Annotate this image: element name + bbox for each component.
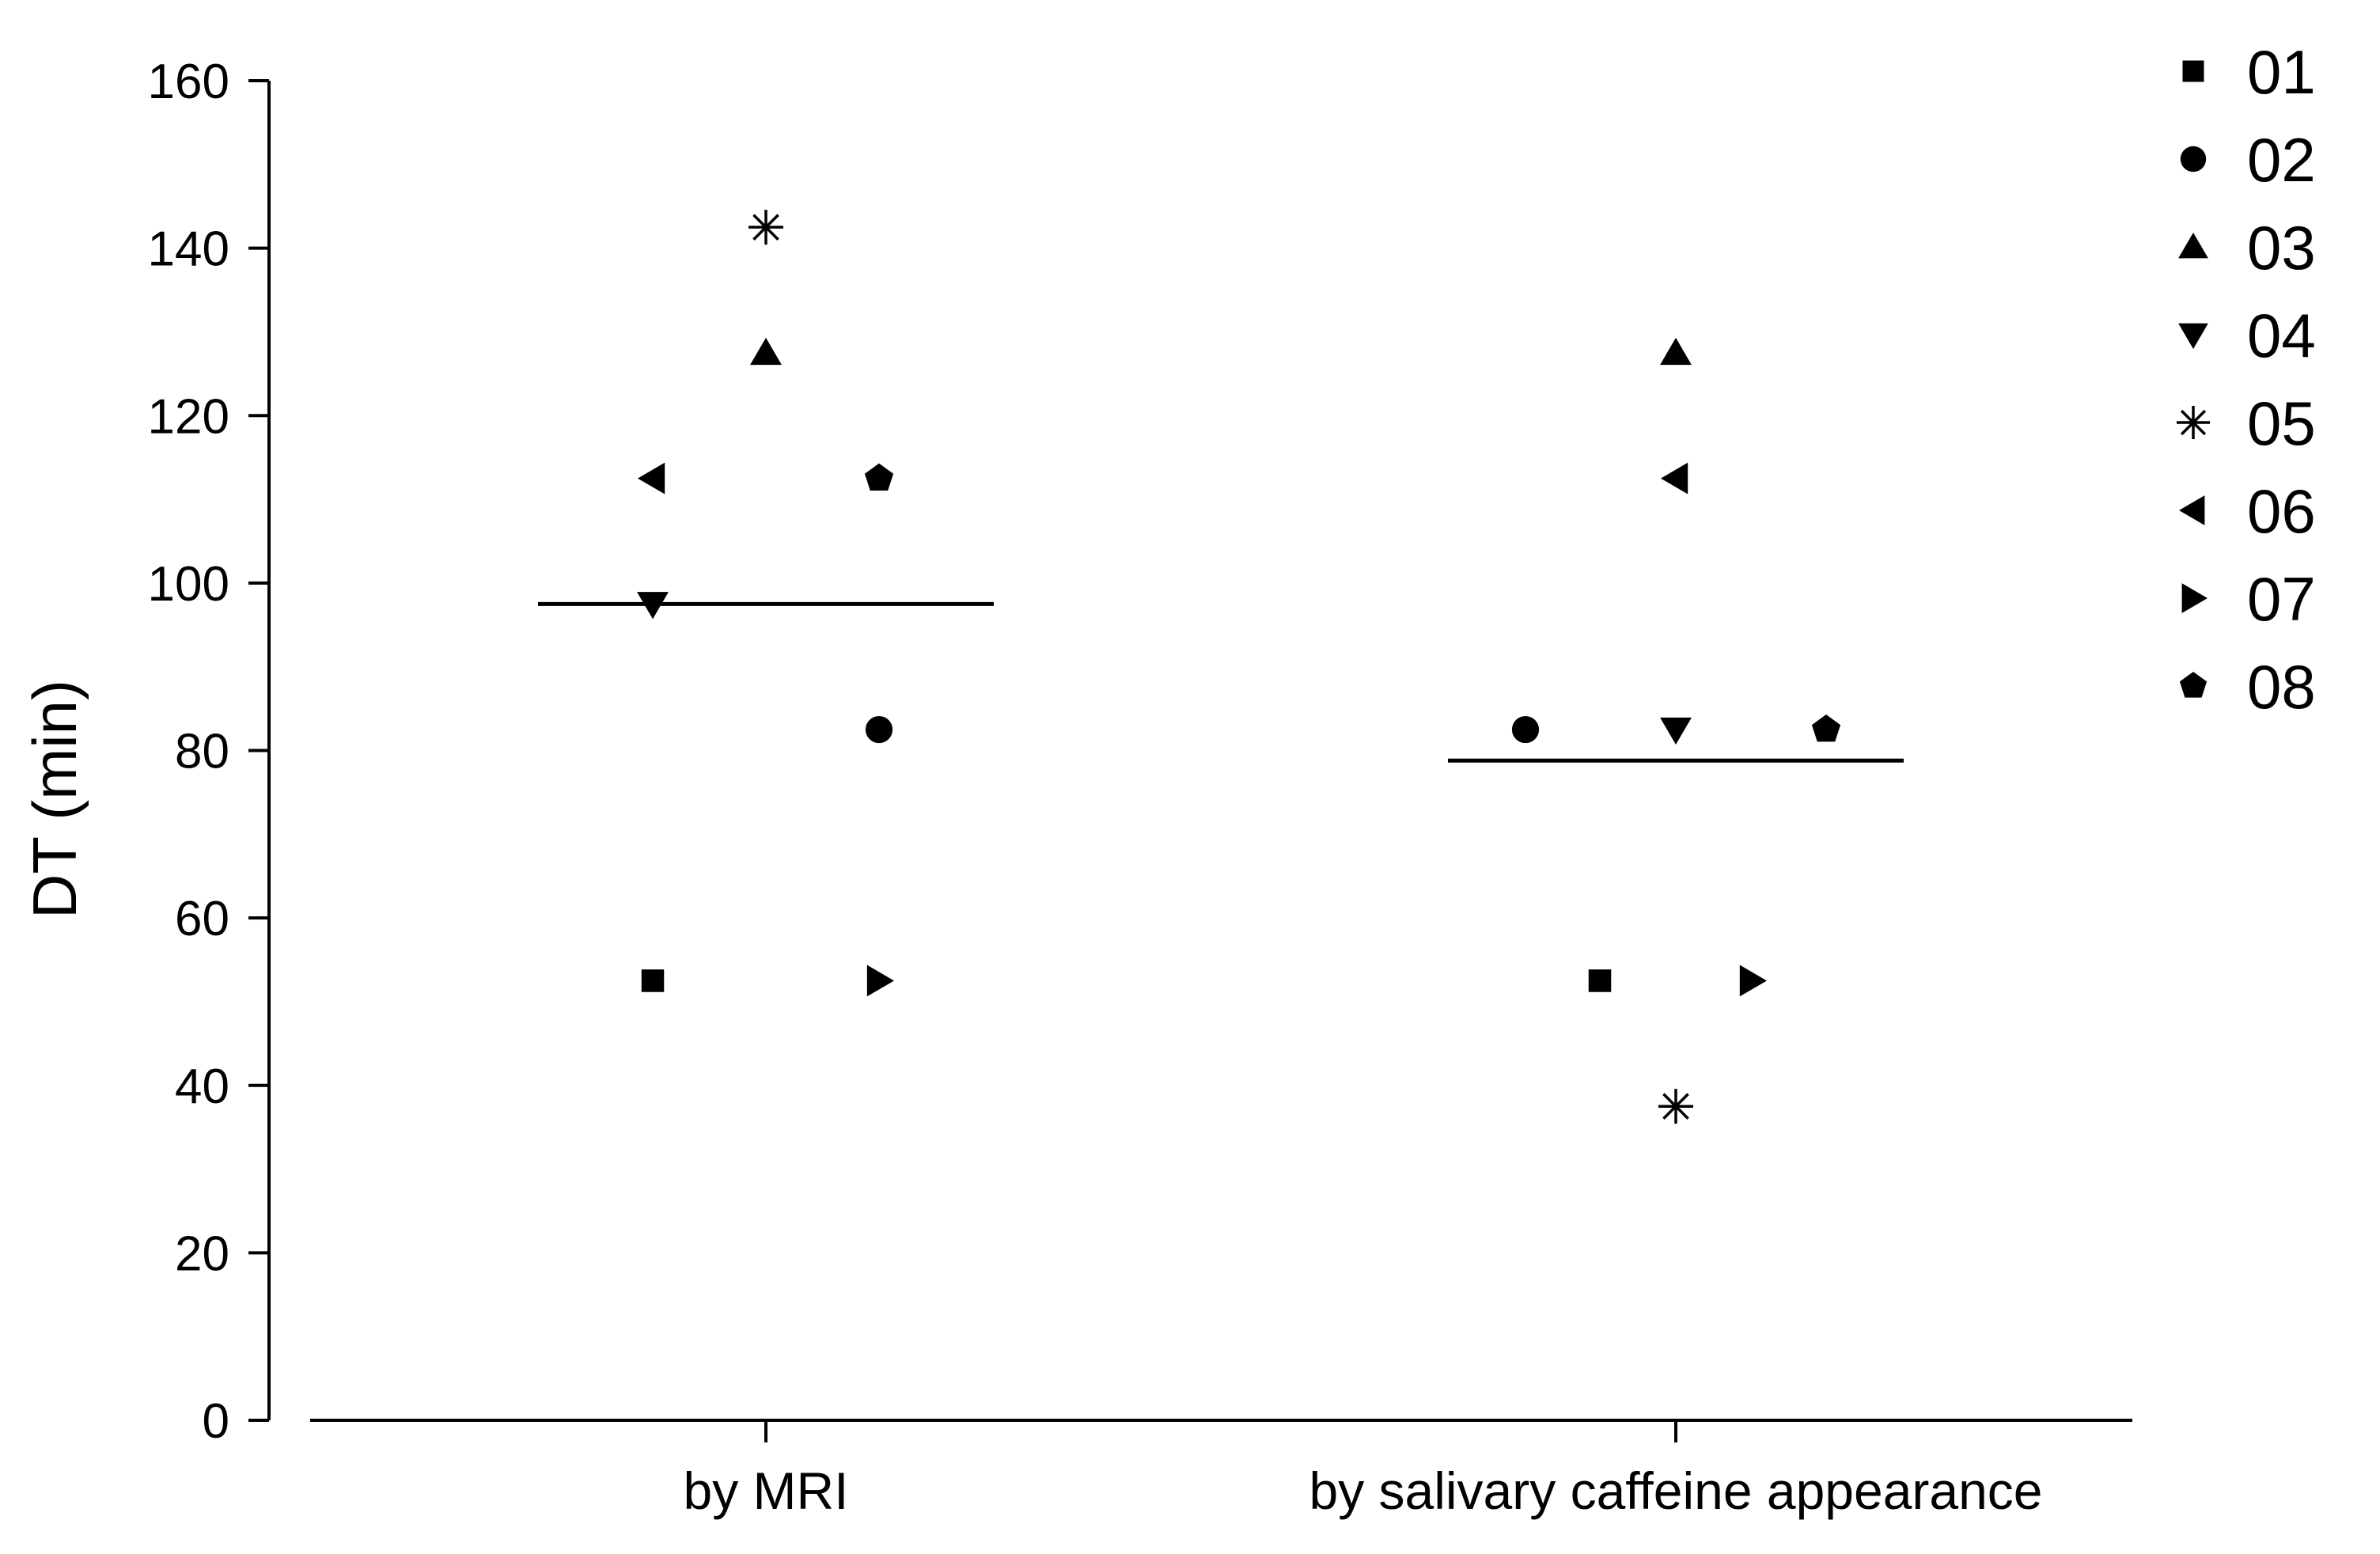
legend-label: 03 [2247, 213, 2316, 282]
data-point-03 [750, 337, 782, 366]
legend-marker [2182, 60, 2204, 82]
legend-item: 03 [2178, 213, 2316, 282]
legend-item: 06 [2179, 476, 2316, 546]
legend-label: 05 [2247, 388, 2316, 458]
legend-item: 05 [2177, 388, 2316, 458]
legend-item: 07 [2181, 564, 2316, 634]
y-tick-label: 140 [148, 222, 229, 277]
legend-item: 04 [2178, 301, 2316, 370]
legend-label: 06 [2247, 476, 2316, 546]
y-axis: 0 20 40 60 80 100 120 140 160 [148, 55, 271, 1449]
legend-marker [2178, 233, 2208, 259]
legend-item: 08 [2179, 652, 2316, 722]
data-point-03 [1660, 337, 1692, 366]
data-point-01 [641, 969, 665, 992]
y-tick-label: 80 [175, 725, 229, 779]
y-tick-label: 0 [203, 1394, 229, 1449]
data-point-04 [637, 592, 669, 620]
legend-label: 04 [2247, 301, 2316, 370]
legend-marker [2177, 406, 2210, 439]
legend-label: 01 [2247, 37, 2316, 107]
data-point-07 [1739, 965, 1767, 997]
legend: 01 02 03 04 05 06 07 08 [2177, 37, 2316, 722]
data-point-01 [1588, 969, 1612, 992]
legend-marker [2178, 323, 2208, 349]
data-point-04 [1660, 717, 1692, 745]
data-point-02 [865, 715, 893, 744]
data-point-06 [638, 462, 665, 495]
data-point-06 [1661, 462, 1688, 495]
y-tick-label: 100 [148, 557, 229, 612]
data-point-05 [1658, 1089, 1693, 1124]
y-tick-label: 160 [148, 55, 229, 109]
legend-item: 02 [2180, 125, 2316, 195]
data-point-02 [1511, 715, 1540, 744]
data-point-08 [864, 463, 894, 491]
y-tick-label: 40 [175, 1059, 229, 1114]
mean-lines [538, 601, 1904, 763]
legend-marker [2179, 672, 2208, 698]
legend-label: 02 [2247, 125, 2316, 195]
data-point-07 [866, 965, 894, 997]
data-points [637, 210, 1841, 1124]
x-category-label: by MRI [683, 1461, 848, 1520]
legend-item: 01 [2182, 37, 2316, 107]
x-axis: by MRI by salivary caffeine appearance [310, 1419, 2132, 1520]
y-axis-title: DT (min) [20, 680, 89, 919]
legend-marker [2181, 583, 2208, 613]
legend-label: 07 [2247, 564, 2316, 634]
legend-label: 08 [2247, 652, 2316, 722]
y-tick-label: 60 [175, 892, 229, 946]
legend-marker [2180, 146, 2207, 172]
y-tick-label: 120 [148, 389, 229, 444]
legend-marker [2179, 495, 2205, 525]
y-tick-label: 20 [175, 1226, 229, 1281]
x-category-label: by salivary caffeine appearance [1309, 1461, 2042, 1520]
data-point-08 [1811, 714, 1841, 742]
data-point-05 [748, 210, 783, 245]
